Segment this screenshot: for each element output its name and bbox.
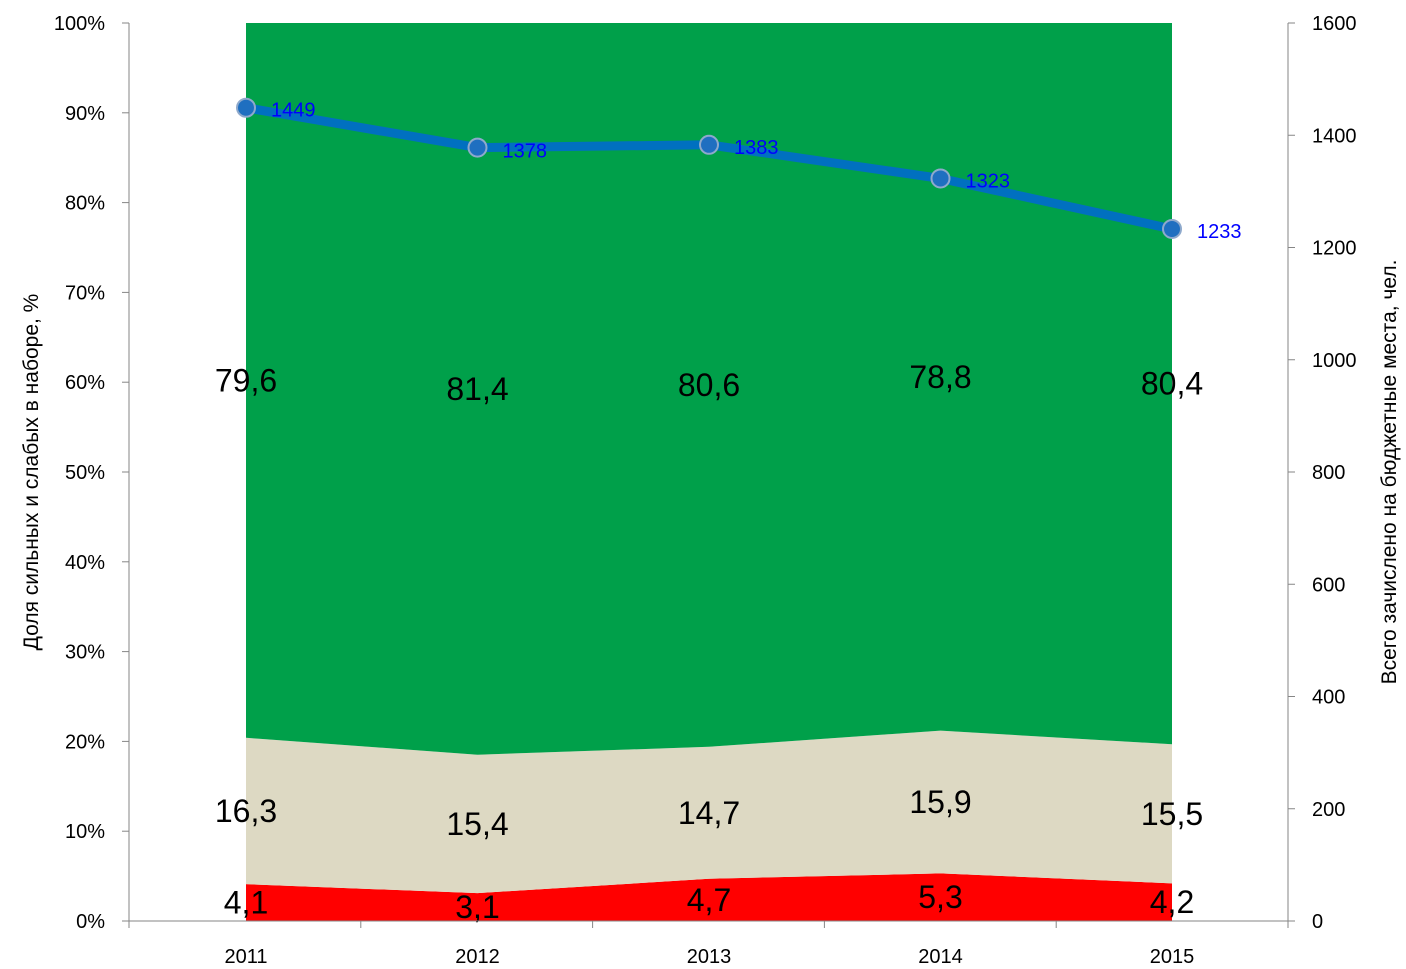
line-data-label: 1383 (734, 137, 779, 159)
x-tick-label: 2012 (455, 946, 500, 968)
area-series-1 (246, 873, 1172, 921)
y-left-tick-label: 60% (65, 372, 105, 394)
x-tick-label: 2015 (1150, 946, 1195, 968)
area-data-label: 4,1 (224, 885, 268, 921)
area-data-label: 78,8 (909, 359, 971, 395)
y-right-tick-label: 0 (1312, 911, 1323, 933)
line-point (699, 134, 719, 155)
line-point (467, 137, 488, 158)
line-data-label: 1323 (966, 170, 1011, 192)
line-series-group: 1449 1378 1383 1323 1233 (236, 97, 1242, 243)
y-left-tick-label: 20% (65, 731, 105, 753)
area-data-label: 15,4 (446, 806, 508, 842)
area-data-label: 14,7 (678, 795, 740, 831)
area-data-label: 5,3 (918, 879, 962, 915)
y-left-tick-label: 40% (65, 552, 105, 574)
y-axis-right-title: Всего зачислено на бюджетные места, чел. (1378, 260, 1401, 685)
axes-group: 0% 10% 20% 30% 40% 50% 60% 70% 80% 90% 100% 0 200 400… (54, 13, 1357, 968)
y-right-tick-label: 800 (1312, 462, 1345, 484)
area-data-label: 15,9 (909, 784, 971, 820)
y-right-tick-label: 200 (1312, 799, 1345, 821)
line-point (1162, 218, 1182, 239)
y-left-tick-label: 80% (65, 193, 105, 215)
area-data-label: 80,6 (678, 367, 740, 403)
x-tick-label: 2011 (224, 946, 267, 968)
y-right-tick-label: 1600 (1312, 13, 1357, 35)
y-right-tick-label: 600 (1312, 574, 1345, 596)
y-left-tick-label: 30% (65, 642, 105, 664)
area-series-2 (246, 730, 1172, 894)
y-left-tick-label: 100% (54, 13, 105, 35)
x-tick-label: 2013 (687, 946, 732, 968)
area-data-label: 4,2 (1150, 884, 1194, 920)
area-data-label: 15,5 (1141, 796, 1203, 832)
area-data-label: 81,4 (446, 371, 508, 407)
area-data-label: 80,4 (1141, 366, 1203, 402)
y-left-tick-label: 90% (65, 103, 105, 125)
line-data-label: 1449 (271, 100, 316, 122)
area-data-label: 4,7 (687, 882, 731, 918)
y-right-tick-label: 1200 (1312, 238, 1357, 260)
y-left-tick-label: 10% (65, 821, 105, 843)
y-right-tick-label: 400 (1312, 687, 1345, 709)
y-axis-left-title: Доля сильных и слабых в наборе, % (20, 294, 43, 651)
area-series-group (246, 23, 1172, 921)
area-data-label: 3,1 (455, 889, 499, 925)
y-left-tick-label: 0% (76, 911, 105, 933)
area-data-label: 79,6 (215, 362, 277, 398)
line-point (930, 168, 951, 189)
x-tick-label: 2014 (918, 946, 963, 968)
y-left-tick-label: 70% (65, 282, 105, 304)
line-point (236, 97, 256, 118)
area-labels-group: 4,1 3,1 4,7 5,3 4,2 16,3 15,4 14,7 15,9 15,5 79,6 8… (215, 359, 1203, 925)
area-series-3 (246, 23, 1172, 755)
y-right-tick-label: 1400 (1312, 125, 1357, 147)
line-data-label: 1378 (503, 141, 548, 163)
y-left-tick-label: 50% (65, 462, 105, 484)
line-data-label: 1233 (1197, 221, 1242, 243)
area-data-label: 16,3 (215, 793, 277, 829)
y-right-tick-label: 1000 (1312, 350, 1357, 372)
